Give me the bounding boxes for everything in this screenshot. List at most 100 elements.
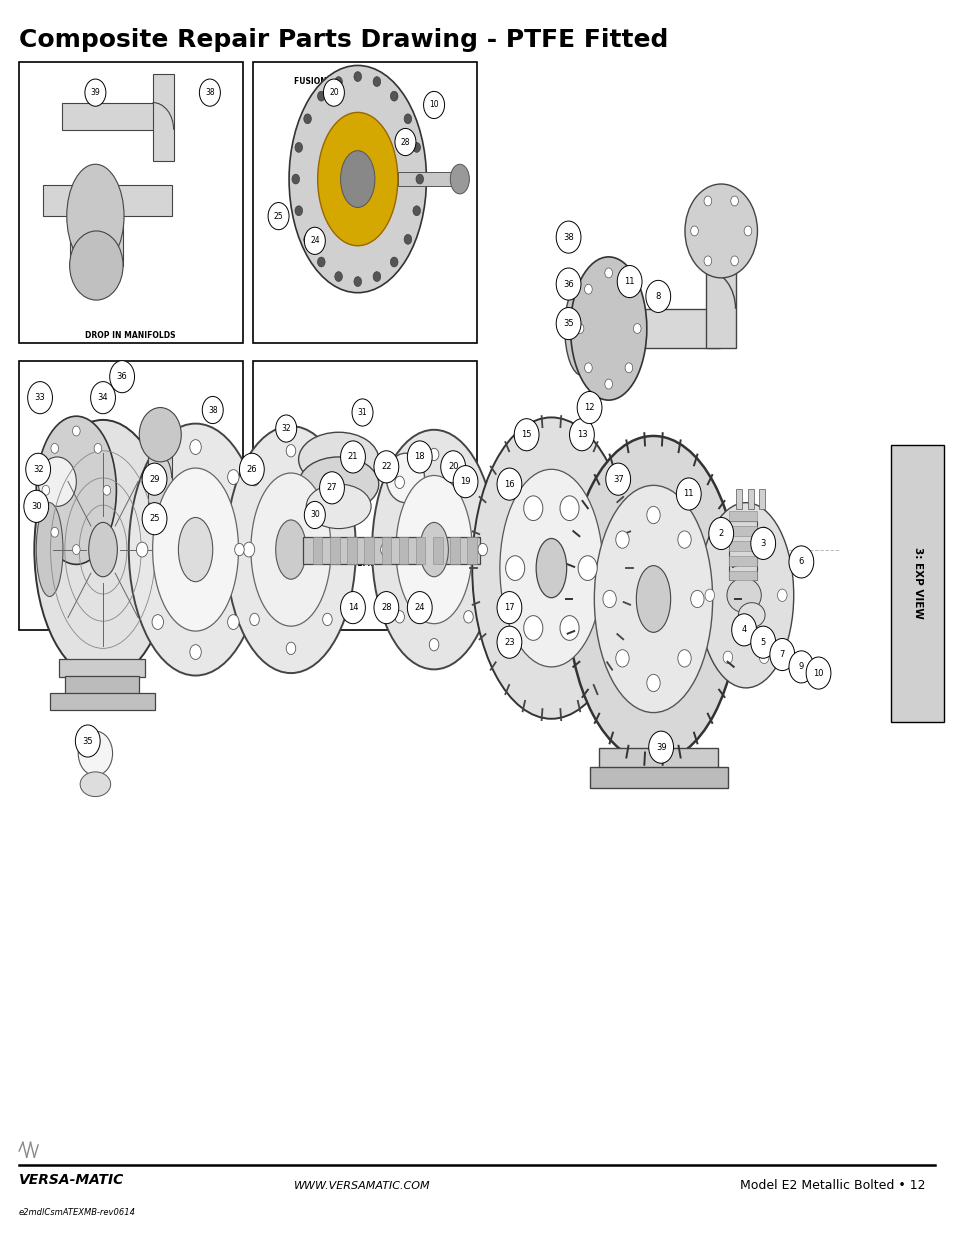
Circle shape: [556, 308, 580, 340]
Ellipse shape: [317, 112, 397, 246]
Ellipse shape: [499, 469, 602, 667]
Bar: [59, 659, 145, 677]
Circle shape: [731, 614, 756, 646]
Circle shape: [416, 174, 423, 184]
Circle shape: [615, 531, 628, 548]
Text: Model E2 Metallic Bolted • 12: Model E2 Metallic Bolted • 12: [740, 1179, 924, 1192]
Ellipse shape: [386, 453, 424, 503]
Circle shape: [556, 268, 580, 300]
Circle shape: [72, 545, 80, 555]
Ellipse shape: [567, 436, 739, 762]
Text: 3: 3: [760, 538, 765, 548]
Ellipse shape: [80, 772, 111, 797]
Bar: [589, 767, 727, 788]
Text: 5: 5: [760, 637, 765, 647]
Circle shape: [136, 542, 148, 557]
Text: 30: 30: [310, 510, 319, 520]
Circle shape: [505, 556, 524, 580]
Ellipse shape: [306, 484, 371, 529]
Circle shape: [250, 614, 259, 626]
Circle shape: [497, 626, 521, 658]
Circle shape: [477, 543, 487, 556]
Circle shape: [190, 645, 201, 659]
Text: 12: 12: [583, 403, 595, 412]
Circle shape: [645, 280, 670, 312]
Text: 35: 35: [562, 319, 574, 329]
Ellipse shape: [636, 566, 670, 632]
Bar: [76, 453, 162, 478]
Circle shape: [584, 363, 592, 373]
Text: 19: 19: [459, 477, 471, 487]
Circle shape: [395, 610, 404, 622]
Circle shape: [142, 463, 167, 495]
Bar: [433, 537, 442, 564]
Bar: [890, 445, 943, 722]
Circle shape: [646, 674, 659, 692]
Circle shape: [354, 277, 361, 287]
Bar: [347, 537, 356, 564]
Circle shape: [769, 638, 794, 671]
Circle shape: [304, 501, 325, 529]
Circle shape: [243, 542, 254, 557]
Ellipse shape: [340, 151, 375, 207]
Circle shape: [497, 468, 521, 500]
Circle shape: [578, 556, 597, 580]
Text: 25: 25: [149, 514, 160, 524]
Text: 28: 28: [400, 137, 410, 147]
Circle shape: [569, 419, 594, 451]
Text: 36: 36: [116, 372, 128, 382]
Bar: [728, 526, 757, 536]
Circle shape: [395, 477, 404, 489]
Text: 8: 8: [655, 291, 660, 301]
Circle shape: [559, 496, 578, 521]
Circle shape: [286, 445, 295, 457]
Text: 6: 6: [798, 557, 803, 567]
Bar: [62, 103, 157, 130]
Bar: [152, 74, 173, 161]
Bar: [19, 361, 243, 630]
Circle shape: [103, 485, 111, 495]
Circle shape: [556, 221, 580, 253]
Ellipse shape: [298, 432, 378, 487]
Bar: [581, 309, 720, 348]
Circle shape: [317, 91, 325, 101]
Text: 34: 34: [97, 393, 109, 403]
Circle shape: [690, 226, 698, 236]
Circle shape: [268, 203, 289, 230]
Ellipse shape: [70, 231, 123, 300]
Text: 30: 30: [30, 501, 42, 511]
Ellipse shape: [36, 416, 116, 564]
Circle shape: [110, 361, 134, 393]
Ellipse shape: [594, 485, 712, 713]
Circle shape: [576, 324, 583, 333]
Bar: [364, 537, 374, 564]
Circle shape: [294, 206, 302, 216]
Ellipse shape: [139, 408, 181, 462]
Text: 24: 24: [310, 236, 319, 246]
Text: 15: 15: [520, 430, 532, 440]
Circle shape: [317, 257, 325, 267]
Text: 22: 22: [380, 462, 392, 472]
Ellipse shape: [36, 503, 63, 597]
Circle shape: [28, 382, 52, 414]
Text: 31: 31: [357, 408, 367, 417]
Circle shape: [323, 79, 344, 106]
Bar: [70, 214, 123, 266]
Ellipse shape: [450, 164, 469, 194]
Bar: [330, 537, 339, 564]
Text: 11: 11: [682, 489, 694, 499]
Circle shape: [646, 506, 659, 524]
Text: METAL SEAT
ASSEMBLY: METAL SEAT ASSEMBLY: [338, 548, 390, 568]
Circle shape: [286, 642, 295, 655]
Circle shape: [788, 651, 813, 683]
Circle shape: [440, 451, 465, 483]
Text: OPTIONAL HORIZONTAL DISCHARGE
MANIFOLD: OPTIONAL HORIZONTAL DISCHARGE MANIFOLD: [60, 613, 201, 626]
Circle shape: [617, 266, 641, 298]
Circle shape: [352, 399, 373, 426]
Circle shape: [429, 638, 438, 651]
Text: 26: 26: [246, 464, 257, 474]
Circle shape: [85, 79, 106, 106]
Circle shape: [722, 527, 732, 540]
Text: 32: 32: [32, 464, 44, 474]
Text: 38: 38: [562, 232, 574, 242]
